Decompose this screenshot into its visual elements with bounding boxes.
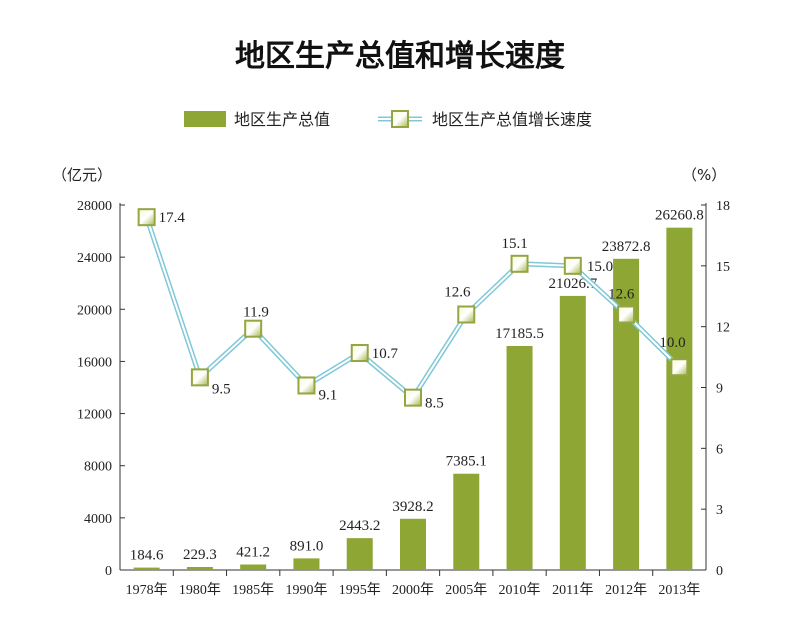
bar [346,538,373,570]
legend-line-label: 地区生产总值增长速度 [432,110,592,129]
bar-value-label: 2443.2 [339,518,380,534]
bar [240,564,267,570]
growth-value-label: 10.0 [659,335,685,351]
growth-value-label: 12.6 [608,287,635,303]
left-tick-label: 28000 [77,199,112,214]
left-axis-unit: （亿元） [52,166,112,184]
x-tick-label: 2000年 [392,582,434,598]
left-tick-label: 8000 [84,460,112,475]
growth-value-label: 10.7 [372,346,399,362]
growth-markers [137,208,689,407]
growth-marker [404,388,422,407]
right-tick-label: 3 [716,503,723,518]
right-tick-label: 6 [716,442,723,457]
x-tick-label: 1990年 [285,582,327,598]
right-axis-unit: （%） [682,166,726,184]
x-tick-label: 1978年 [126,582,168,598]
right-tick-label: 15 [716,260,730,275]
growth-value-label: 9.5 [212,381,231,397]
x-tick-label: 2013年 [658,582,700,598]
bar [666,227,693,571]
bar [453,473,480,570]
bar [400,518,426,570]
right-tick-label: 9 [716,382,723,397]
left-tick-label: 0 [105,564,112,579]
chart-title: 地区生产总值和增长速度 [235,39,565,74]
growth-marker [510,254,529,273]
growth-marker [190,368,209,387]
growth-marker [670,358,689,377]
bar [133,567,160,570]
growth-line-inner [145,216,681,399]
growth-marker [244,319,263,338]
left-tick-label: 24000 [77,251,112,266]
left-tick-label: 4000 [84,512,112,527]
growth-marker [563,256,582,275]
right-tick-label: 18 [716,199,730,214]
bar [186,567,213,570]
growth-marker [137,208,156,227]
growth-marker [350,344,369,363]
growth-line [144,216,682,401]
bar-value-label: 7385.1 [446,454,487,470]
right-tick-label: 0 [716,564,723,579]
growth-value-label: 11.9 [243,305,269,321]
bar [559,295,586,570]
x-tick-label: 2012年 [605,582,647,598]
legend-bar-label: 地区生产总值 [234,110,330,129]
legend: 地区生产总值 地区生产总值增长速度 [184,110,592,129]
x-tick-label: 2011年 [552,582,593,598]
growth-marker [457,305,476,324]
growth-value-label: 9.1 [318,387,337,403]
growth-value-label: 8.5 [425,396,444,412]
bar-value-label: 229.3 [183,547,217,563]
growth-value-label: 15.0 [587,259,613,275]
bar-value-label: 26260.8 [655,208,704,224]
x-tick-label: 1985年 [232,582,274,598]
x-tick-label: 2005年 [445,582,487,598]
left-tick-label: 20000 [77,303,112,318]
axes: 0 4000 8000 12000 16000 20000 24000 28000 0 3 6 9 12… [77,199,730,598]
legend-bar-swatch [184,111,226,127]
growth-marker [617,305,636,324]
right-tick-label: 12 [716,321,730,336]
bar-value-label: 891.0 [290,538,324,554]
legend-line-marker [391,110,409,128]
left-tick-label: 16000 [77,355,112,370]
growth-value-label: 15.1 [502,236,528,252]
bar-value-label: 421.2 [236,545,270,561]
x-tick-label: 1995年 [339,582,381,598]
growth-line-outer [144,216,682,401]
left-tick-label: 12000 [77,408,112,423]
bar [293,558,320,570]
growth-marker [297,376,316,395]
bar-value-label: 184.6 [130,548,164,564]
x-tick-label: 2010年 [499,582,541,598]
growth-value-label: 17.4 [159,210,186,226]
growth-value-label: 12.6 [444,285,471,301]
bar-value-label: 23872.8 [602,239,651,255]
bar [506,345,533,570]
bar-value-label: 17185.5 [495,326,544,342]
growth-labels: 17.4 9.5 11.9 9.1 10.7 8.5 12.6 15.1 15.0 12.6 10.… [159,210,686,411]
bar-value-label: 3928.2 [392,499,433,515]
x-tick-label: 1980年 [179,582,221,598]
